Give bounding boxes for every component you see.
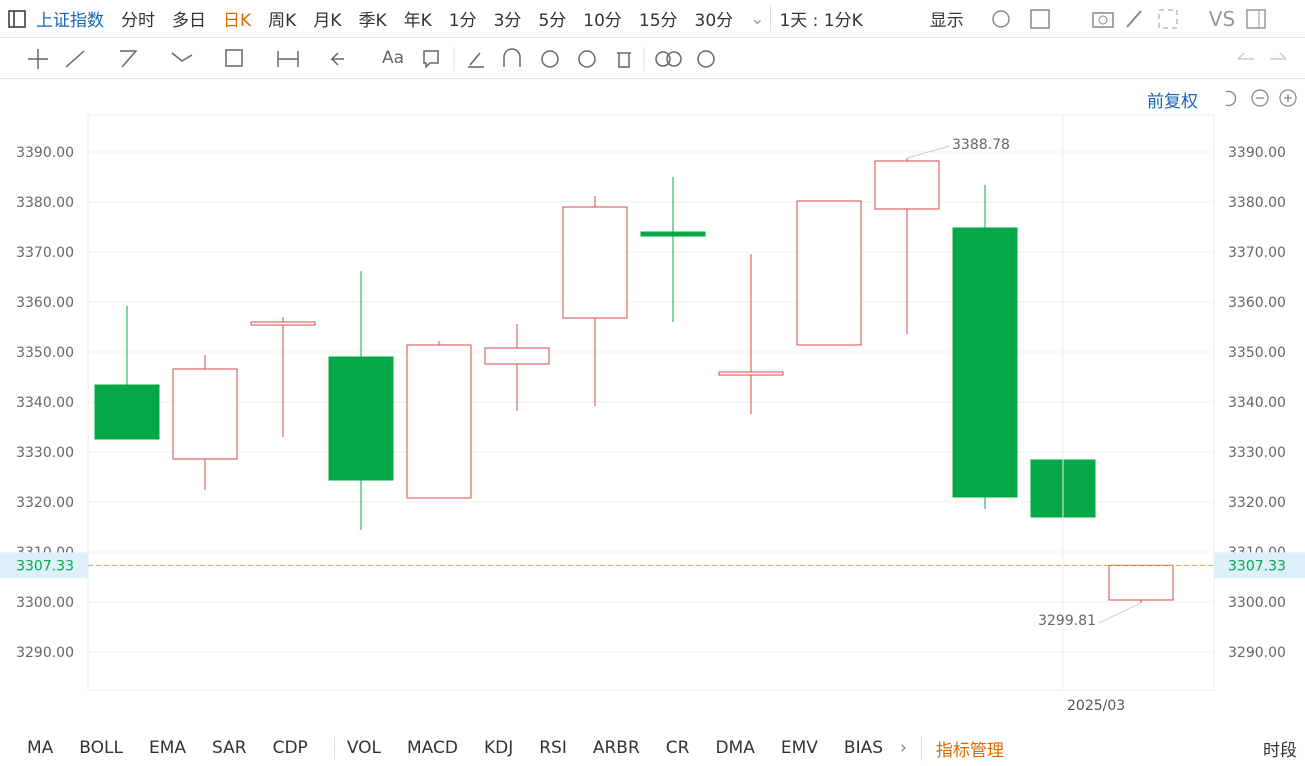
- y-tick-label: 3390.00: [16, 145, 74, 161]
- price-badge: [0, 552, 88, 579]
- indicator-tab[interactable]: EMA: [148, 738, 187, 758]
- indicator-tab[interactable]: KDJ: [483, 738, 514, 758]
- period-tab[interactable]: 5分: [538, 11, 567, 31]
- period-tab[interactable]: 月K: [313, 11, 342, 31]
- candle-body: [874, 160, 940, 210]
- indicator-manage[interactable]: 指标管理: [920, 735, 1004, 761]
- zoom-controls[interactable]: [1218, 86, 1298, 110]
- period-tab[interactable]: 30分: [694, 11, 734, 31]
- candle-body: [640, 231, 706, 237]
- period-tab[interactable]: 周K: [268, 11, 297, 31]
- candle-body: [952, 227, 1018, 498]
- indicator-tab[interactable]: VOL: [333, 738, 381, 758]
- y-tick-label: 3330.00: [16, 445, 74, 461]
- compare[interactable]: VS: [1208, 6, 1236, 31]
- y-tick-label-right: 3340.00: [1228, 395, 1286, 411]
- drawing-toolbar: Aa: [0, 39, 1305, 79]
- y-tick-label: 3380.00: [16, 195, 74, 211]
- indicator-tabs: MA BOLL EMA SAR CDP VOL MACD KDJ RSI ARBR CR DMA EMV…: [14, 738, 896, 758]
- candle-body: [328, 356, 394, 481]
- undo-redo[interactable]: [1228, 39, 1298, 79]
- indicator-tab[interactable]: ARBR: [592, 738, 640, 758]
- indicator-bar: MA BOLL EMA SAR CDP VOL MACD KDJ RSI ARBR CR DMA EMV…: [0, 730, 1305, 766]
- candle-body: [406, 344, 472, 499]
- indicator-tab[interactable]: BIAS: [843, 738, 884, 758]
- session[interactable]: 时段: [1263, 740, 1297, 761]
- y-tick-label-right: 3300.00: [1228, 595, 1286, 611]
- y-tick-label: 3340.00: [16, 395, 74, 411]
- adjust-mode[interactable]: 前复权: [1147, 92, 1198, 112]
- y-tick-label: 3350.00: [16, 345, 74, 361]
- y-tick-label: 3300.00: [16, 595, 74, 611]
- y-tick-label-right: 3350.00: [1228, 345, 1286, 361]
- period-tabs: 分时 多日 日K 周K 月K 季K 年K 1分 3分 5分 10分 15分 30分: [121, 6, 750, 31]
- indicator-tab[interactable]: CDP: [272, 738, 308, 758]
- candle-body: [484, 347, 550, 365]
- price-label-right: 3307.33: [1228, 558, 1286, 574]
- y-tick-label-right: 3390.00: [1228, 145, 1286, 161]
- display-menu[interactable]: 显示: [929, 11, 964, 31]
- y-tick-label-right: 3320.00: [1228, 495, 1286, 511]
- indicator-tab[interactable]: CR: [665, 738, 690, 758]
- chart: 3290.003290.003300.003300.003310.003310.…: [0, 114, 1305, 714]
- low-annotation: 3299.81: [1038, 613, 1096, 629]
- custom-period[interactable]: 1天 : 1分K: [770, 6, 863, 31]
- x-tick-label: 2025/03: [1067, 698, 1125, 714]
- period-tab[interactable]: 3分: [493, 11, 522, 31]
- y-tick-label-right: 3380.00: [1228, 195, 1286, 211]
- high-annotation: 3388.78: [952, 137, 1010, 153]
- drawing-icons: [28, 47, 715, 71]
- candle-body: [172, 368, 238, 460]
- indicator-tab[interactable]: DMA: [715, 738, 755, 758]
- candle-body: [718, 371, 784, 376]
- indicator-tab[interactable]: RSI: [539, 738, 567, 758]
- period-tab[interactable]: 10分: [583, 11, 622, 31]
- period-tab[interactable]: 分时: [121, 11, 155, 31]
- annotation-line: [906, 145, 950, 159]
- indicator-tab[interactable]: MACD: [407, 738, 458, 758]
- candle-body: [1108, 564, 1174, 601]
- period-tab[interactable]: 1分: [448, 11, 477, 31]
- annotation-line: [1098, 602, 1142, 624]
- period-tab[interactable]: 15分: [638, 11, 678, 31]
- y-tick-label: 3320.00: [16, 495, 74, 511]
- price-badge-right: [1214, 552, 1305, 579]
- y-tick-label: 3370.00: [16, 245, 74, 261]
- panel-icon[interactable]: [1243, 4, 1273, 34]
- period-tab[interactable]: 多日: [172, 11, 206, 31]
- indicator-tab[interactable]: BOLL: [79, 738, 123, 758]
- indicator-tab[interactable]: EMV: [780, 738, 818, 758]
- y-tick-label: 3360.00: [16, 295, 74, 311]
- symbol[interactable]: 上证指数: [36, 11, 104, 31]
- text-tool[interactable]: Aa: [382, 48, 405, 68]
- menu-icon[interactable]: [6, 4, 36, 34]
- indicator-tab[interactable]: MA: [27, 738, 54, 758]
- top-toolbar: 上证指数 分时 多日 日K 周K 月K 季K 年K 1分 3分 5分 10分 15分 30分 ⌄ 1天 …: [0, 0, 1305, 38]
- period-tab[interactable]: 日K: [223, 11, 252, 31]
- y-tick-label-right: 3290.00: [1228, 645, 1286, 661]
- price-label: 3307.33: [16, 558, 74, 574]
- more-arrow[interactable]: ›: [900, 738, 907, 758]
- y-tick-label-right: 3370.00: [1228, 245, 1286, 261]
- candle-body: [94, 384, 160, 440]
- candle-body: [250, 321, 316, 326]
- y-tick-label-right: 3330.00: [1228, 445, 1286, 461]
- candle-body: [796, 200, 862, 346]
- period-tab[interactable]: 季K: [358, 11, 387, 31]
- y-tick-label-right: 3360.00: [1228, 295, 1286, 311]
- tool-icons: [992, 8, 1178, 29]
- candle-body: [562, 206, 628, 319]
- indicator-tab[interactable]: SAR: [212, 738, 247, 758]
- y-tick-label: 3290.00: [16, 645, 74, 661]
- dropdown[interactable]: ⌄: [750, 8, 765, 29]
- period-tab[interactable]: 年K: [403, 11, 432, 31]
